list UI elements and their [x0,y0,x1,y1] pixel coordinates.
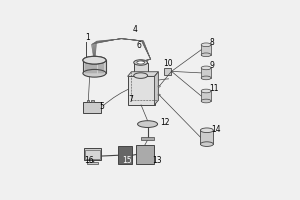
Text: 12: 12 [161,118,170,127]
Ellipse shape [134,60,148,65]
Ellipse shape [201,43,211,47]
Text: 1: 1 [86,33,90,42]
Text: 5: 5 [100,102,104,111]
Bar [118,146,132,164]
Ellipse shape [201,53,211,57]
Text: 6: 6 [136,41,141,50]
Text: 8: 8 [209,38,214,47]
Polygon shape [201,91,211,101]
Ellipse shape [201,76,211,80]
Bar [164,68,172,75]
Text: 15: 15 [122,156,132,165]
Polygon shape [200,130,213,144]
Text: 14: 14 [212,125,221,134]
Ellipse shape [138,121,158,127]
Text: 9: 9 [209,61,214,70]
Ellipse shape [137,61,145,64]
Ellipse shape [158,94,160,96]
Ellipse shape [201,99,211,103]
Ellipse shape [201,89,211,93]
Bar [128,76,154,105]
Ellipse shape [158,86,160,87]
Bar [92,100,94,102]
Polygon shape [134,62,148,76]
Text: 13: 13 [152,156,161,165]
Bar [83,102,101,113]
Bar [136,145,154,164]
Bar [85,150,100,159]
Polygon shape [154,72,158,105]
Polygon shape [128,72,158,76]
Ellipse shape [200,142,213,146]
Bar [84,148,101,160]
Polygon shape [201,68,211,78]
Bar [87,162,98,164]
Text: 4: 4 [133,25,138,34]
Bar [141,137,154,140]
Bar [87,100,89,102]
Text: 11: 11 [209,84,219,93]
Polygon shape [201,45,211,55]
Ellipse shape [83,69,106,77]
Text: 10: 10 [163,59,173,68]
Text: 16: 16 [84,156,94,165]
Ellipse shape [201,66,211,70]
Ellipse shape [83,56,106,64]
Text: 7: 7 [128,95,133,104]
Ellipse shape [83,56,106,64]
Polygon shape [83,60,106,73]
Ellipse shape [134,73,148,78]
Ellipse shape [200,128,213,133]
